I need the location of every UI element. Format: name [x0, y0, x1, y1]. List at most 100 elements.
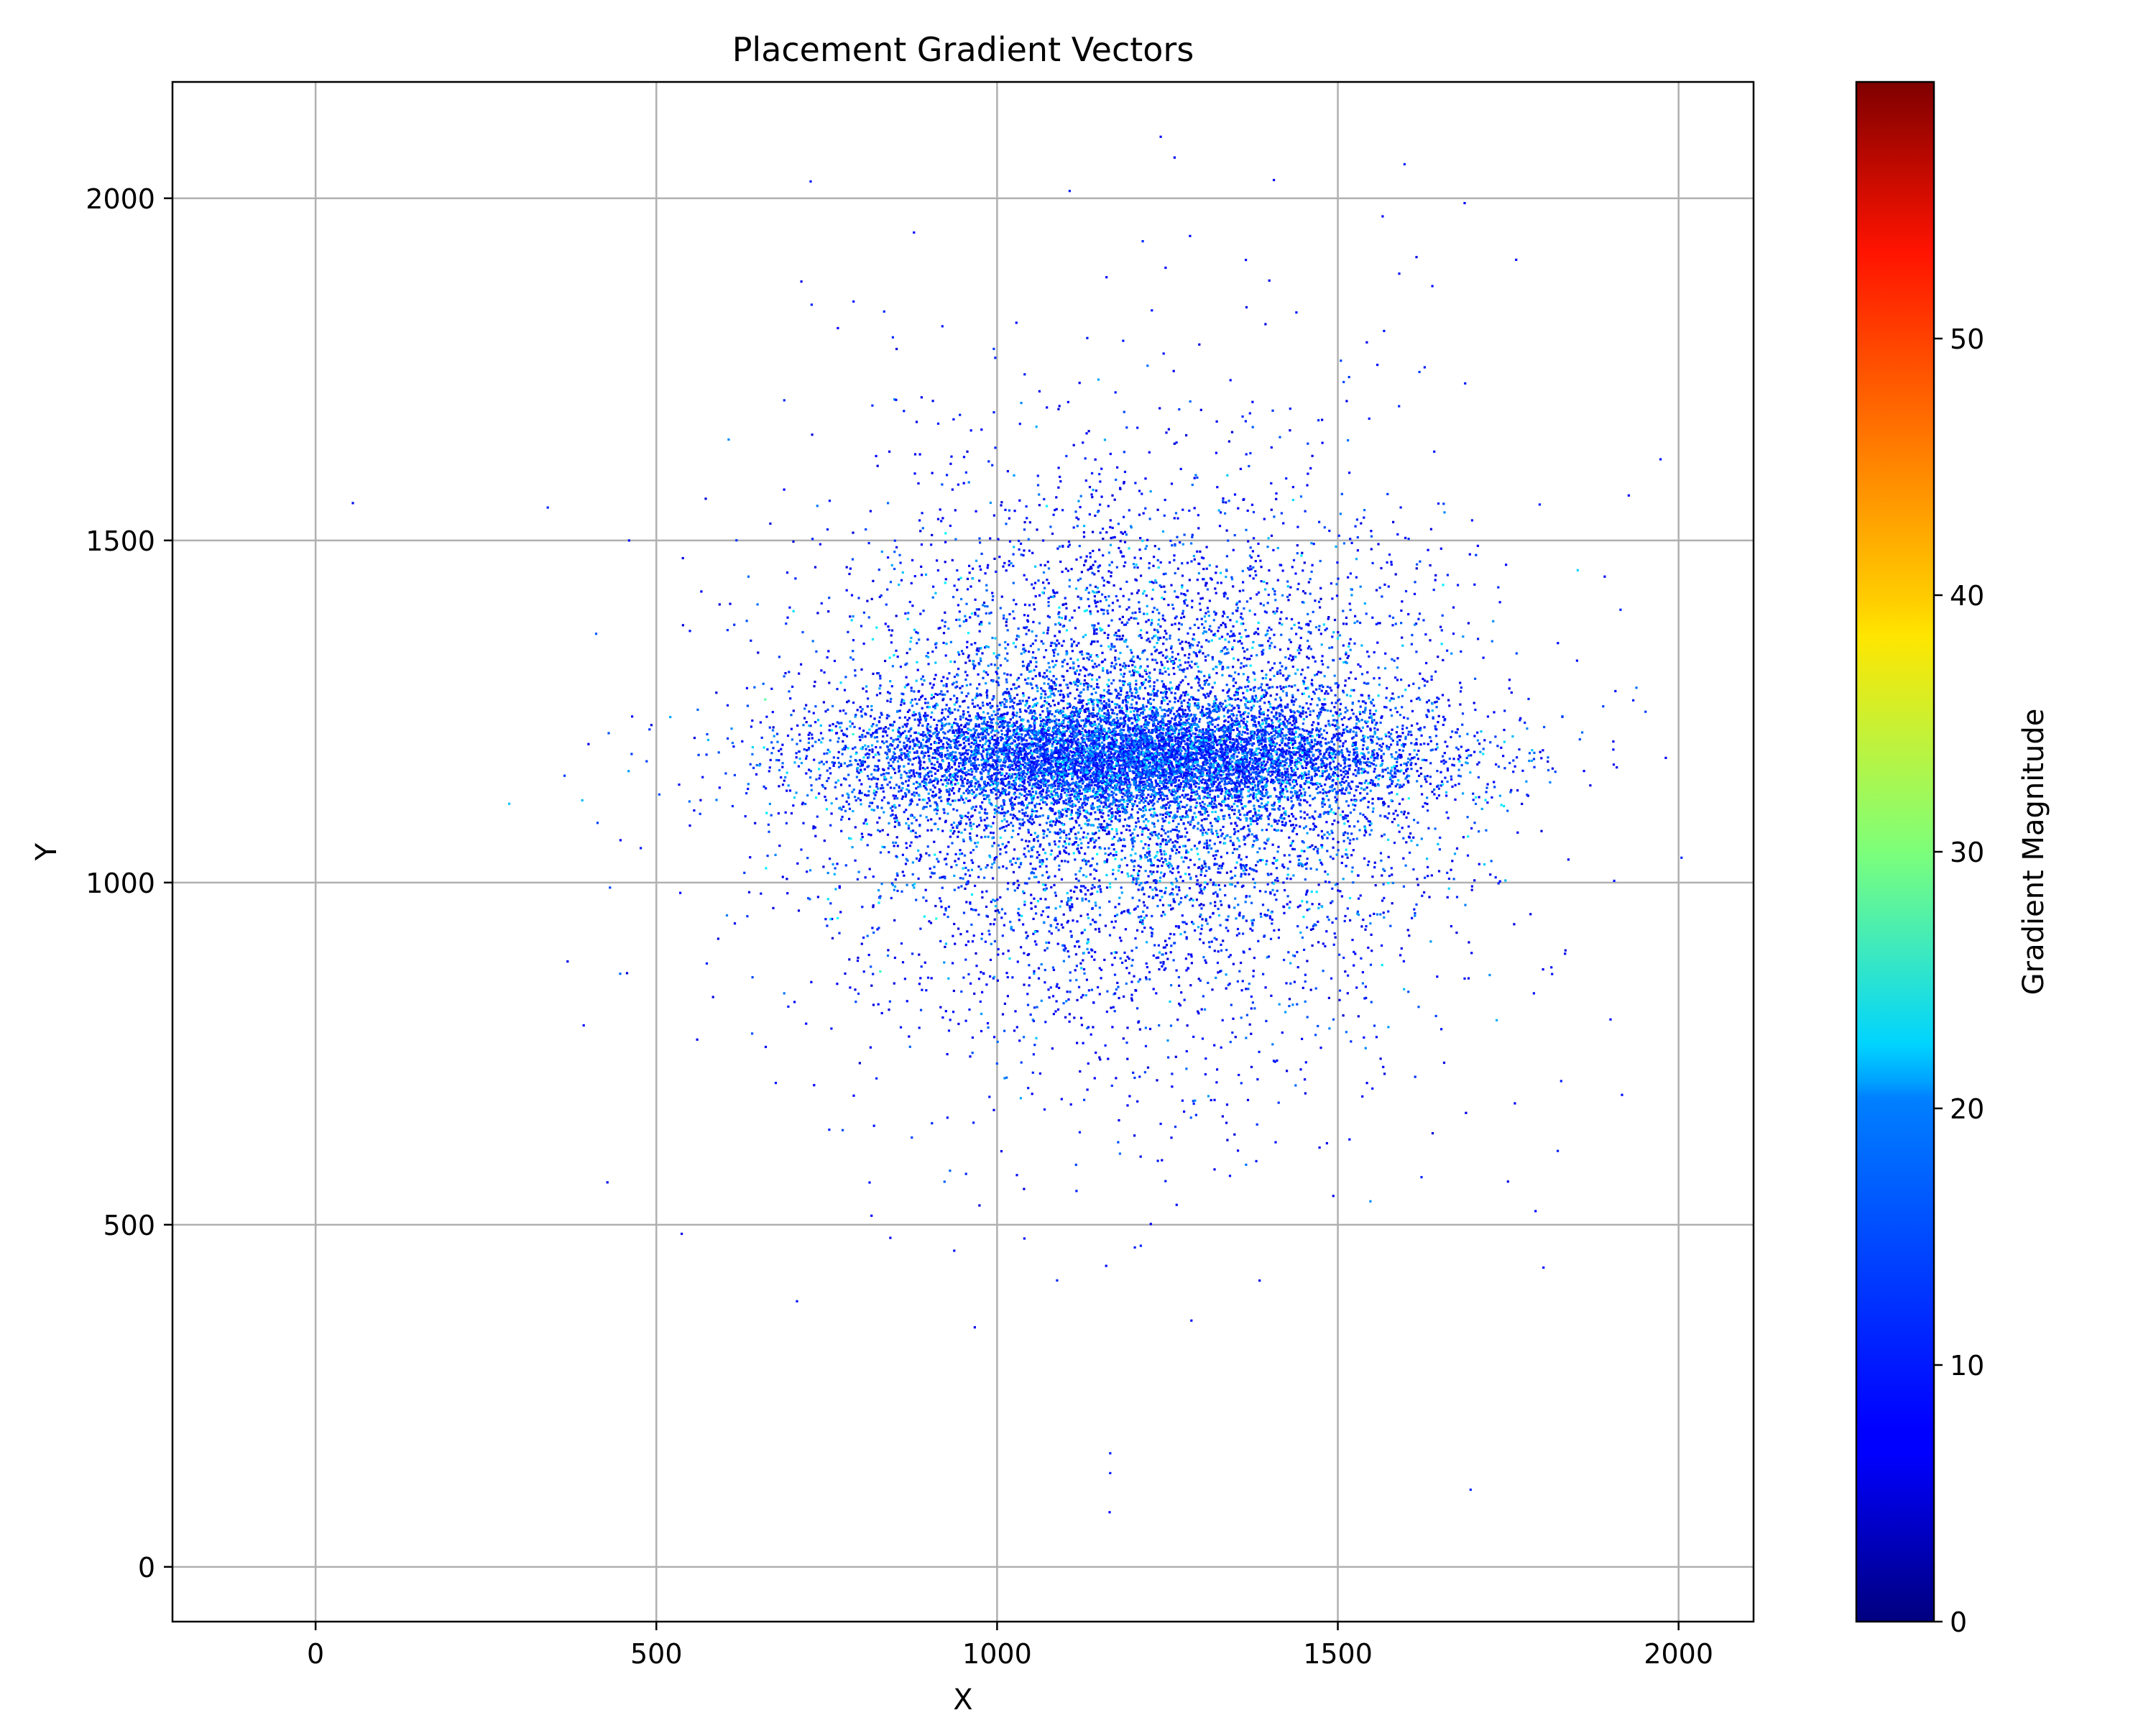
vector-point	[1391, 624, 1393, 626]
vector-point	[871, 598, 873, 600]
vector-point	[842, 806, 844, 808]
vector-point	[1139, 855, 1141, 857]
vector-point	[1297, 906, 1299, 908]
vector-point	[1287, 648, 1289, 650]
vector-point	[1270, 938, 1272, 940]
vector-point	[952, 787, 954, 789]
vector-point	[1034, 868, 1036, 870]
vector-point	[895, 878, 897, 881]
vector-point	[1018, 827, 1021, 829]
vector-point	[1089, 513, 1091, 515]
vector-point	[1260, 913, 1262, 915]
vector-point	[971, 859, 973, 861]
vector-point	[1055, 895, 1057, 897]
vector-point	[1415, 904, 1417, 906]
vector-point	[931, 651, 934, 653]
vector-point	[1105, 531, 1107, 533]
vector-point	[1173, 959, 1175, 961]
vector-point	[964, 855, 966, 857]
vector-point	[1230, 630, 1233, 633]
vector-point	[808, 742, 810, 744]
vector-point	[991, 592, 993, 594]
vector-point	[1189, 627, 1192, 629]
vector-point	[1162, 962, 1164, 965]
vector-point	[1226, 530, 1228, 532]
vector-point	[1292, 656, 1294, 658]
vector-point	[1018, 919, 1021, 921]
vector-point	[1427, 875, 1429, 877]
vector-point	[1267, 773, 1269, 776]
vector-point	[941, 1016, 944, 1019]
vector-point	[1224, 885, 1226, 887]
vector-point	[1363, 758, 1365, 760]
vector-point	[747, 576, 750, 578]
vector-point	[903, 410, 905, 412]
vector-point	[970, 924, 972, 926]
vector-point	[1355, 986, 1358, 988]
vector-point	[1255, 631, 1257, 633]
vector-point	[1225, 949, 1227, 951]
vector-point	[1190, 560, 1192, 562]
vector-point	[931, 472, 934, 474]
vector-point	[1178, 976, 1180, 978]
vector-point	[988, 933, 990, 935]
vector-point	[844, 689, 846, 691]
vector-point	[913, 886, 915, 888]
vector-point	[1265, 842, 1267, 845]
vector-point	[775, 854, 777, 856]
vector-point	[1022, 554, 1024, 556]
vector-point	[1168, 688, 1170, 690]
vector-point	[900, 942, 903, 945]
vector-point	[1388, 585, 1390, 587]
vector-point	[1342, 816, 1344, 818]
vector-point	[1075, 1190, 1077, 1192]
vector-point	[841, 730, 843, 732]
vector-point	[1023, 904, 1026, 906]
vector-point	[1205, 639, 1207, 641]
vector-point	[965, 822, 967, 824]
vector-point	[1271, 509, 1273, 511]
vector-point	[1388, 735, 1391, 737]
vector-point	[1067, 670, 1069, 672]
vector-point	[1151, 932, 1153, 934]
vector-point	[1354, 952, 1356, 955]
vector-point	[1343, 542, 1345, 544]
vector-point	[1093, 640, 1095, 643]
vector-point	[895, 348, 898, 350]
vector-point	[1300, 674, 1302, 676]
vector-point	[1391, 867, 1393, 869]
vector-point	[1059, 684, 1061, 686]
vector-point	[1005, 773, 1008, 775]
vector-point	[1279, 1003, 1281, 1006]
vector-point	[1165, 633, 1167, 635]
vector-point	[1082, 666, 1084, 668]
vector-point	[1396, 533, 1399, 536]
vector-point	[1087, 889, 1089, 891]
vector-point	[1529, 913, 1531, 915]
vector-point	[950, 641, 952, 643]
vector-point	[869, 868, 871, 870]
vector-point	[828, 597, 830, 599]
vector-point	[1368, 418, 1370, 420]
vector-point	[1273, 646, 1276, 648]
vector-point	[1253, 957, 1256, 959]
vector-point	[893, 551, 895, 553]
vector-point	[1050, 986, 1052, 988]
vector-point	[1181, 709, 1184, 711]
vector-point	[1171, 1085, 1173, 1088]
vector-point	[1416, 698, 1418, 700]
vector-point	[1135, 990, 1137, 992]
vector-point	[1279, 793, 1281, 795]
vector-point	[1383, 883, 1385, 886]
vector-point	[993, 558, 995, 560]
vector-point	[1072, 919, 1074, 922]
vector-point	[950, 866, 952, 868]
vector-point	[953, 822, 955, 824]
vector-point	[1443, 511, 1445, 513]
vector-point	[979, 541, 981, 543]
vector-point	[1220, 793, 1222, 795]
vector-point	[1108, 605, 1110, 607]
vector-point	[800, 663, 802, 666]
vector-point	[1344, 684, 1346, 686]
vector-point	[1384, 653, 1386, 655]
